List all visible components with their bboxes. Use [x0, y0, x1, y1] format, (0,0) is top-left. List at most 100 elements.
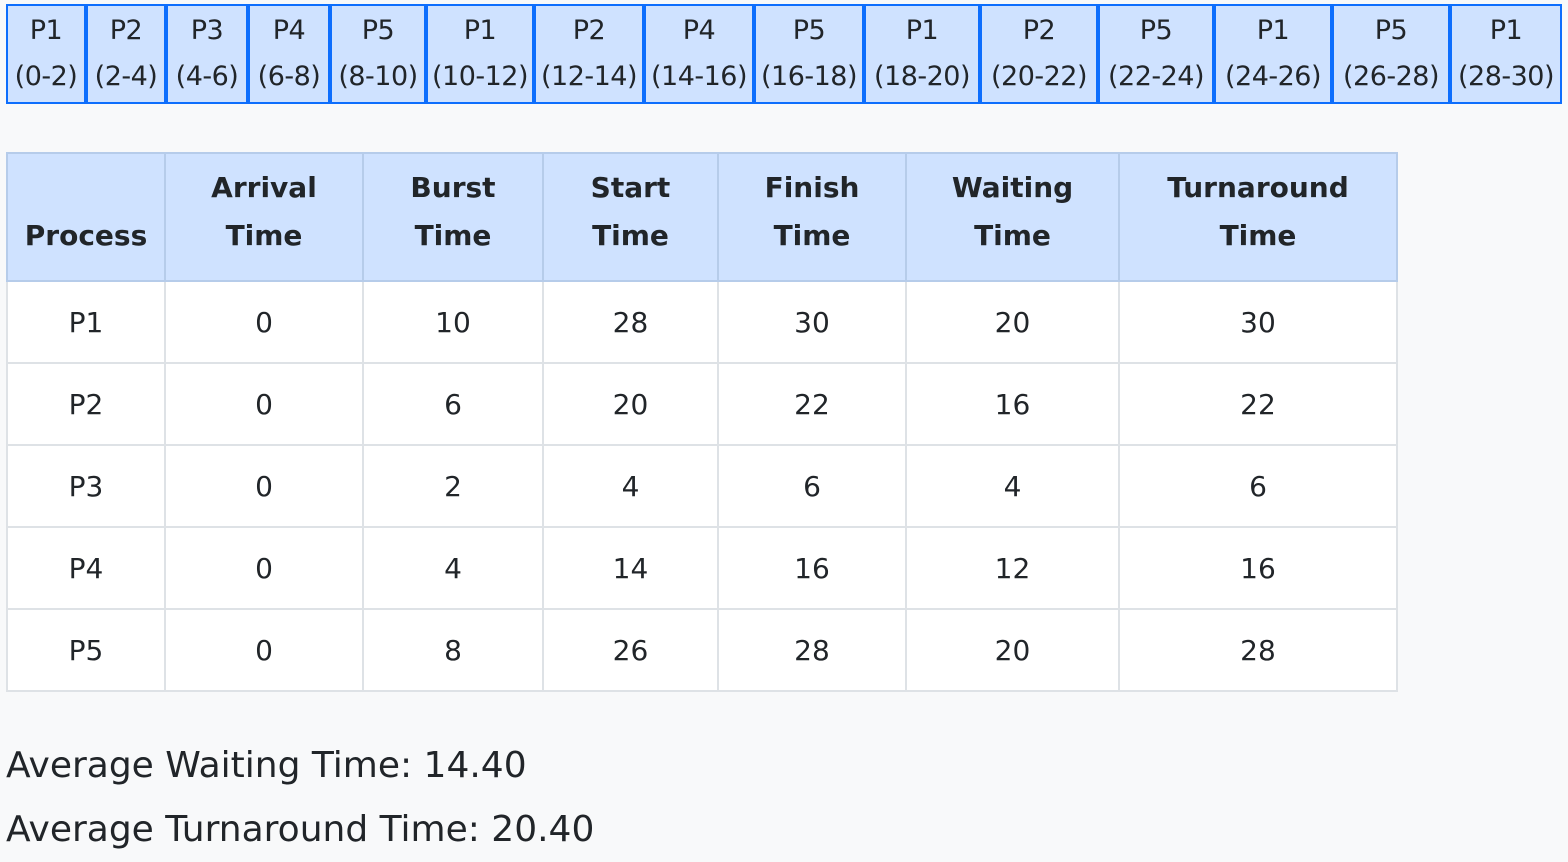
table-row: P3 0 2 4 6 4 6: [6, 444, 1398, 528]
gantt-block: P1 (0-2): [6, 4, 86, 104]
gantt-block-process: P5: [792, 15, 826, 46]
gantt-block: P1 (10-12): [426, 4, 534, 104]
column-header-line: Time: [592, 219, 669, 252]
gantt-block: P1 (18-20): [864, 4, 980, 104]
column-header: Process: [6, 152, 166, 282]
gantt-block-range: (28-30): [1457, 61, 1555, 92]
gantt-block-range: (4-6): [175, 61, 239, 92]
column-header: Waiting Time: [905, 152, 1120, 282]
table-cell: 14: [542, 526, 719, 610]
gantt-block: P4 (6-8): [248, 4, 330, 104]
table-cell: 4: [542, 444, 719, 528]
gantt-block-process: P1: [1256, 15, 1290, 46]
table-cell: 0: [164, 280, 364, 364]
table-cell: 22: [717, 362, 907, 446]
column-header-line: Time: [225, 219, 303, 252]
table-row: P2 0 6 20 22 16 22: [6, 362, 1398, 446]
gantt-block-range: (2-4): [94, 61, 158, 92]
table-cell: 0: [164, 526, 364, 610]
column-header: Turnaround Time: [1118, 152, 1398, 282]
gantt-block: P3 (4-6): [166, 4, 248, 104]
gantt-block: P5 (8-10): [330, 4, 426, 104]
table-row: P5 0 8 26 28 20 28: [6, 608, 1398, 692]
table-cell: P5: [6, 608, 166, 692]
gantt-block-process: P4: [272, 15, 306, 46]
table-header: Process Arrival Time Burst Time Start Time Fini…: [6, 152, 1398, 282]
table-cell: 6: [1118, 444, 1398, 528]
table-cell: 30: [717, 280, 907, 364]
gantt-block-process: P2: [109, 15, 143, 46]
gantt-block-process: P1: [1489, 15, 1523, 46]
gantt-block-range: (18-20): [873, 61, 971, 92]
gantt-block-process: P2: [572, 15, 606, 46]
table-cell: 28: [542, 280, 719, 364]
table-cell: 2: [362, 444, 544, 528]
table-cell: 4: [905, 444, 1120, 528]
gantt-block-range: (8-10): [338, 61, 418, 92]
gantt-block: P5 (26-28): [1332, 4, 1450, 104]
process-table-container: Process Arrival Time Burst Time Start Time Fini…: [6, 152, 1398, 692]
gantt-block: P1 (28-30): [1450, 4, 1562, 104]
table-cell: 22: [1118, 362, 1398, 446]
table-row: P4 0 4 14 16 12 16: [6, 526, 1398, 610]
column-header-line: Finish: [764, 171, 860, 204]
table-cell: 4: [362, 526, 544, 610]
column-header-line: Waiting: [951, 171, 1074, 204]
table-cell: P3: [6, 444, 166, 528]
table-cell: 0: [164, 444, 364, 528]
gantt-block-range: (26-28): [1342, 61, 1440, 92]
gantt-block-process: P1: [463, 15, 497, 46]
gantt-block: P2 (20-22): [980, 4, 1098, 104]
gantt-block-process: P5: [1374, 15, 1408, 46]
table-cell: 12: [905, 526, 1120, 610]
gantt-block-process: P1: [29, 15, 63, 46]
column-header-line: Time: [1219, 219, 1297, 252]
gantt-block: P5 (16-18): [754, 4, 864, 104]
gantt-block-range: (20-22): [990, 61, 1088, 92]
average-turnaround-time: Average Turnaround Time: 20.40: [6, 809, 595, 850]
gantt-block-range: (16-18): [760, 61, 858, 92]
table-cell: 20: [542, 362, 719, 446]
column-header-line: Time: [974, 219, 1051, 252]
gantt-block-range: (12-14): [540, 61, 638, 92]
gantt-block: P4 (14-16): [644, 4, 754, 104]
table-cell: 30: [1118, 280, 1398, 364]
gantt-chart: P1 (0-2) P2 (2-4) P3 (4-6) P4 (6-8) P5 (8-10) P1 (1…: [6, 4, 1562, 104]
gantt-block-range: (24-26): [1224, 61, 1322, 92]
process-table: Process Arrival Time Burst Time Start Time Fini…: [6, 152, 1398, 692]
table-cell: 8: [362, 608, 544, 692]
gantt-block: P2 (12-14): [534, 4, 644, 104]
gantt-block-process: P2: [1022, 15, 1056, 46]
table-body: P1 0 10 28 30 20 30 P2 0 6 20 22 16 22 P3 0 2 4 6 4 6 P4 0 4 14 1…: [6, 280, 1398, 692]
table-cell: 10: [362, 280, 544, 364]
gantt-block-range: (10-12): [431, 61, 529, 92]
gantt-block-process: P5: [1139, 15, 1173, 46]
gantt-block: P1 (24-26): [1214, 4, 1332, 104]
table-cell: 0: [164, 362, 364, 446]
column-header-line: Process: [24, 219, 148, 252]
column-header-line: Arrival: [211, 171, 317, 204]
column-header-line: Turnaround: [1167, 171, 1349, 204]
column-header-line: Time: [414, 219, 492, 252]
gantt-block-process: P5: [361, 15, 395, 46]
table-cell: 16: [1118, 526, 1398, 610]
table-cell: P4: [6, 526, 166, 610]
table-cell: 20: [905, 280, 1120, 364]
column-header-line: Time: [773, 219, 851, 252]
table-cell: 28: [1118, 608, 1398, 692]
table-header-row: Process Arrival Time Burst Time Start Time Fini…: [6, 152, 1398, 282]
column-header: Burst Time: [362, 152, 544, 282]
gantt-block-range: (6-8): [257, 61, 321, 92]
column-header-line: Burst: [410, 171, 496, 204]
table-cell: 16: [905, 362, 1120, 446]
average-waiting-time: Average Waiting Time: 14.40: [6, 745, 527, 786]
gantt-block-process: P4: [682, 15, 716, 46]
column-header: Arrival Time: [164, 152, 364, 282]
table-cell: 26: [542, 608, 719, 692]
table-cell: 6: [717, 444, 907, 528]
column-header: Start Time: [542, 152, 719, 282]
gantt-block-range: (14-16): [650, 61, 748, 92]
column-header-line: Start: [590, 171, 671, 204]
table-cell: 20: [905, 608, 1120, 692]
table-row: P1 0 10 28 30 20 30: [6, 280, 1398, 364]
